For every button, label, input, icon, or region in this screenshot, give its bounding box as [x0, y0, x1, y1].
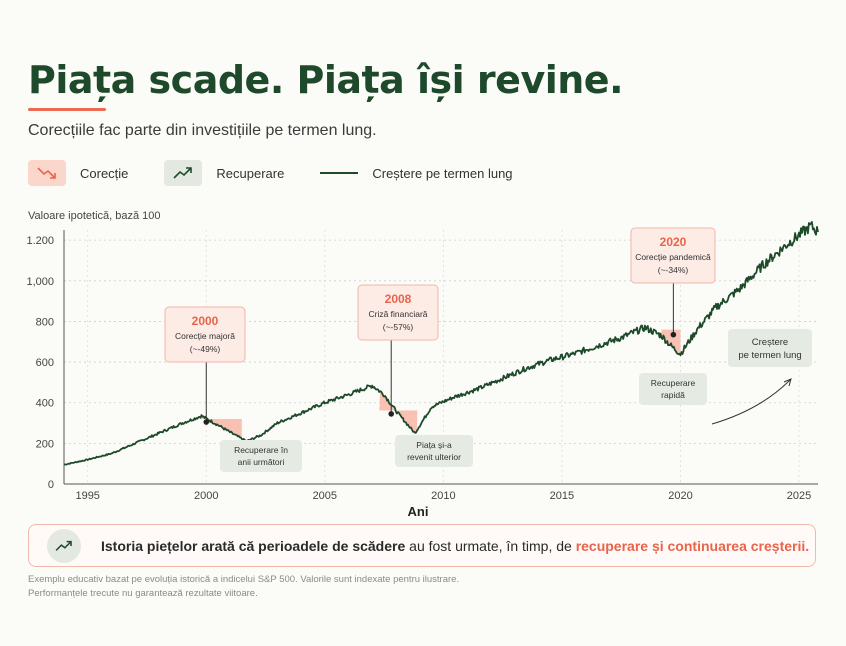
annotation-label: Corecție majoră	[175, 331, 235, 341]
legend-label-correction: Corecție	[80, 165, 129, 181]
page-subtitle: Corecțiile fac parte din investițiile pe…	[28, 122, 377, 139]
line-swatch	[320, 172, 359, 174]
recovery-label: revenit ulterior	[407, 452, 461, 462]
growth-arrowhead	[783, 378, 792, 387]
legend-item-growth: Creștere pe termen lung	[320, 165, 513, 181]
x-tick-labels: 1995 2000 2005 2010 2015 2020 2025	[75, 490, 811, 502]
page-title: Piața scade. Piața își revine.	[28, 58, 624, 102]
growth-arrow	[711, 379, 791, 425]
legend-label-growth: Creștere pe termen lung	[372, 165, 513, 181]
recovery-label: Recuperare în	[234, 445, 288, 455]
annotation-year: 2020	[660, 235, 687, 249]
annotation-point	[203, 419, 210, 425]
footnote-line-2: Performanțele trecute nu garantează rezu…	[28, 588, 258, 599]
series-line-growth	[63, 221, 819, 466]
y-tick-label: 0	[48, 479, 54, 491]
y-tick-label: 600	[36, 357, 54, 369]
banner-text-mid: au fost urmate, în timp, de	[405, 537, 576, 554]
correction-area	[201, 415, 242, 439]
x-axis-title: Ani	[408, 504, 429, 519]
annotation-box	[630, 227, 716, 284]
y-tick-label: 800	[36, 316, 54, 328]
annotation-year: 2000	[192, 314, 219, 328]
footnote-line-1: Exemplu educativ bazat pe evoluția istor…	[28, 574, 460, 585]
banner-text: Istoria piețelor arată că perioadele de …	[101, 538, 809, 554]
y-axis-title: Valoare ipotetică, bază 100	[28, 210, 161, 222]
annotation-box	[164, 306, 246, 363]
annotation-change: (~-49%)	[190, 344, 221, 354]
x-tick-label: 2000	[194, 490, 218, 502]
y-tick-label: 200	[36, 438, 54, 450]
trend-up-icon	[164, 160, 203, 186]
annotation-box	[357, 284, 439, 341]
growth-callout	[728, 329, 812, 367]
legend-label-recovery: Recuperare	[216, 165, 285, 181]
chart-legend: Corecție Recuperare Creștere pe termen l…	[28, 160, 549, 186]
recovery-label: rapidă	[661, 390, 685, 400]
annotations: 2000 Corecție majoră (~-49%) Recuperare în a…	[164, 227, 812, 472]
x-tick-label: 1995	[75, 490, 99, 502]
y-tick-label: 1.200	[26, 235, 54, 247]
recovery-callout	[395, 435, 473, 467]
x-tick-label: 2020	[668, 490, 692, 502]
recovery-callout	[220, 440, 302, 472]
legend-item-recovery: Recuperare	[164, 160, 284, 186]
annotation-point	[670, 331, 677, 338]
annotation-label: Criză financiară	[368, 309, 427, 319]
annotation-change: (~-34%)	[658, 265, 689, 275]
trend-down-icon	[28, 160, 66, 186]
growth-label: Creștere	[752, 337, 788, 348]
x-tick-label: 2025	[787, 490, 811, 502]
x-tick-label: 2005	[313, 490, 337, 502]
y-tick-labels: 0 200 400 600 800 1,000 1.200	[26, 235, 54, 491]
legend-item-correction: Corecție	[28, 160, 128, 186]
y-tick-label: 1,000	[26, 276, 54, 288]
line-chart: Valoare ipotetică, bază 100 0 200 400 600 80…	[26, 210, 819, 519]
banner-text-bold: Istoria piețelor arată că perioadele de …	[101, 537, 406, 554]
banner-text-highlight: recuperare și continuarea creșterii.	[575, 537, 810, 554]
annotation-change: (~-57%)	[383, 322, 414, 332]
recovery-label: anii următori	[238, 457, 285, 467]
title-underline	[28, 108, 106, 111]
y-tick-label: 400	[36, 398, 54, 410]
summary-banner: Istoria piețelor arată că perioadele de …	[28, 524, 816, 567]
recovery-label: Piața și-a	[416, 440, 452, 450]
trend-up-icon	[47, 528, 81, 563]
growth-label: pe termen lung	[738, 350, 801, 361]
x-tick-label: 2010	[431, 490, 455, 502]
recovery-callout	[639, 373, 707, 405]
annotation-label: Corecție pandemică	[635, 252, 711, 262]
x-tick-label: 2015	[550, 490, 574, 502]
annotation-point	[388, 411, 395, 417]
correction-areas	[201, 329, 681, 439]
annotation-year: 2008	[385, 292, 412, 306]
recovery-label: Recuperare	[651, 378, 696, 388]
